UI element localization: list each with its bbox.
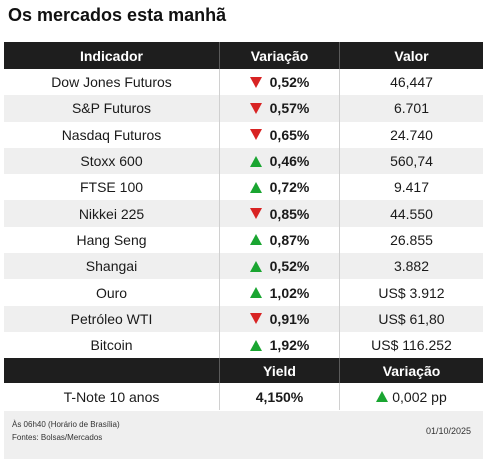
variation-value: 0,52% xyxy=(269,74,310,91)
table-row: Hang Seng 0,87% 26.855 xyxy=(4,226,483,254)
yield-value: 4,150% xyxy=(219,383,340,411)
indicator-value: US$ 61,80 xyxy=(378,310,445,327)
indicator-name: FTSE 100 xyxy=(79,179,144,196)
indicator-name: Nasdaq Futuros xyxy=(61,126,162,143)
triangle-down-icon xyxy=(249,313,262,325)
indicator-value: 9.417 xyxy=(393,179,430,196)
variation-value: 0,87% xyxy=(269,231,310,248)
table-row: Ouro 1,02% US$ 3.912 xyxy=(4,279,483,306)
indicator-value: 560,74 xyxy=(390,153,433,170)
indicator-value: US$ 116.252 xyxy=(371,337,452,354)
yield-name: T-Note 10 anos xyxy=(63,388,160,405)
indicator-value: US$ 3.912 xyxy=(378,284,445,301)
header-indicador: Indicador xyxy=(79,47,143,64)
triangle-down-icon xyxy=(249,208,262,220)
indicator-name: Nikkei 225 xyxy=(78,205,145,222)
yield-change: 0,002 pp xyxy=(392,388,447,405)
variation-value: 0,91% xyxy=(269,310,310,327)
indicator-value: 6.701 xyxy=(393,100,430,117)
header-valor: Valor xyxy=(394,47,429,64)
header-yield-variacao: Variação xyxy=(340,358,483,384)
variation-value: 0,57% xyxy=(269,100,310,117)
variation-cell: 1,02% xyxy=(219,279,340,306)
triangle-up-icon xyxy=(249,339,262,351)
variation-cell: 0,57% xyxy=(219,95,340,122)
yield-row: T-Note 10 anos 4,150% 0,002 pp xyxy=(4,383,483,411)
table-body: Dow Jones Futuros 0,52% 46,447 S&P Futuros 0… xyxy=(4,69,483,359)
triangle-up-icon xyxy=(249,287,262,299)
variation-cell: 0,91% xyxy=(219,305,340,332)
triangle-up-icon xyxy=(249,181,262,193)
yield-header: Yield Variação xyxy=(4,358,483,384)
indicator-name: Dow Jones Futuros xyxy=(51,74,172,91)
variation-value: 0,52% xyxy=(269,258,310,275)
table-row: Dow Jones Futuros 0,52% 46,447 xyxy=(4,69,483,96)
variation-cell: 0,65% xyxy=(219,121,340,148)
indicator-value: 3.882 xyxy=(393,258,430,275)
header-yield: Yield xyxy=(219,358,340,384)
variation-cell: 0,85% xyxy=(219,200,340,227)
triangle-down-icon xyxy=(249,102,262,114)
indicator-name: Hang Seng xyxy=(76,231,147,248)
variation-cell: 1,92% xyxy=(219,331,340,359)
indicator-name: Petróleo WTI xyxy=(70,310,153,327)
yield-change-cell: 0,002 pp xyxy=(340,383,483,410)
triangle-up-icon xyxy=(249,234,262,246)
triangle-down-icon xyxy=(249,129,262,141)
footer: Às 06h40 (Horário de Brasília) Fontes: B… xyxy=(4,411,483,459)
indicator-name: Shangai xyxy=(85,258,138,275)
variation-cell: 0,46% xyxy=(219,147,340,175)
variation-value: 0,85% xyxy=(269,205,310,222)
indicator-value: 44.550 xyxy=(390,205,433,222)
variation-value: 1,92% xyxy=(269,337,310,354)
indicator-value: 26.855 xyxy=(390,231,433,248)
time-note: Às 06h40 (Horário de Brasília) xyxy=(12,420,120,429)
sources-note: Fontes: Bolsas/Mercados xyxy=(12,433,103,442)
variation-cell: 0,87% xyxy=(219,226,340,254)
header-variacao: Variação xyxy=(219,42,340,69)
variation-cell: 0,52% xyxy=(219,253,340,280)
variation-value: 0,72% xyxy=(269,179,310,196)
variation-value: 1,02% xyxy=(269,284,310,301)
indicator-name: Ouro xyxy=(95,284,128,301)
variation-value: 0,46% xyxy=(269,153,310,170)
indicator-name: Bitcoin xyxy=(90,337,133,354)
triangle-up-icon xyxy=(249,260,262,272)
table-row: FTSE 100 0,72% 9.417 xyxy=(4,174,483,201)
indicator-value: 24.740 xyxy=(390,126,433,143)
date-label: 01/10/2025 xyxy=(425,426,471,436)
table-row: Shangai 0,52% 3.882 xyxy=(4,253,483,280)
table-row: S&P Futuros 0,57% 6.701 xyxy=(4,95,483,122)
triangle-down-icon xyxy=(249,76,262,88)
indicator-name: S&P Futuros xyxy=(71,100,152,117)
page-title: Os mercados esta manhã xyxy=(8,5,227,25)
yield-header-blank xyxy=(4,358,219,384)
indicator-value: 46,447 xyxy=(390,74,433,91)
table-row: Nasdaq Futuros 0,65% 24.740 xyxy=(4,121,483,148)
table-header: Indicador Variação Valor xyxy=(4,42,483,69)
markets-table: Indicador Variação Valor Dow Jones Futur… xyxy=(4,42,483,411)
variation-value: 0,65% xyxy=(269,126,310,143)
triangle-up-icon xyxy=(249,155,262,167)
variation-cell: 0,72% xyxy=(219,174,340,201)
variation-cell: 0,52% xyxy=(219,69,340,96)
table-row: Bitcoin 1,92% US$ 116.252 xyxy=(4,331,483,359)
table-row: Petróleo WTI 0,91% US$ 61,80 xyxy=(4,305,483,332)
triangle-up-icon xyxy=(376,391,389,403)
indicator-name: Stoxx 600 xyxy=(80,153,143,170)
table-row: Nikkei 225 0,85% 44.550 xyxy=(4,200,483,227)
table-row: Stoxx 600 0,46% 560,74 xyxy=(4,147,483,175)
